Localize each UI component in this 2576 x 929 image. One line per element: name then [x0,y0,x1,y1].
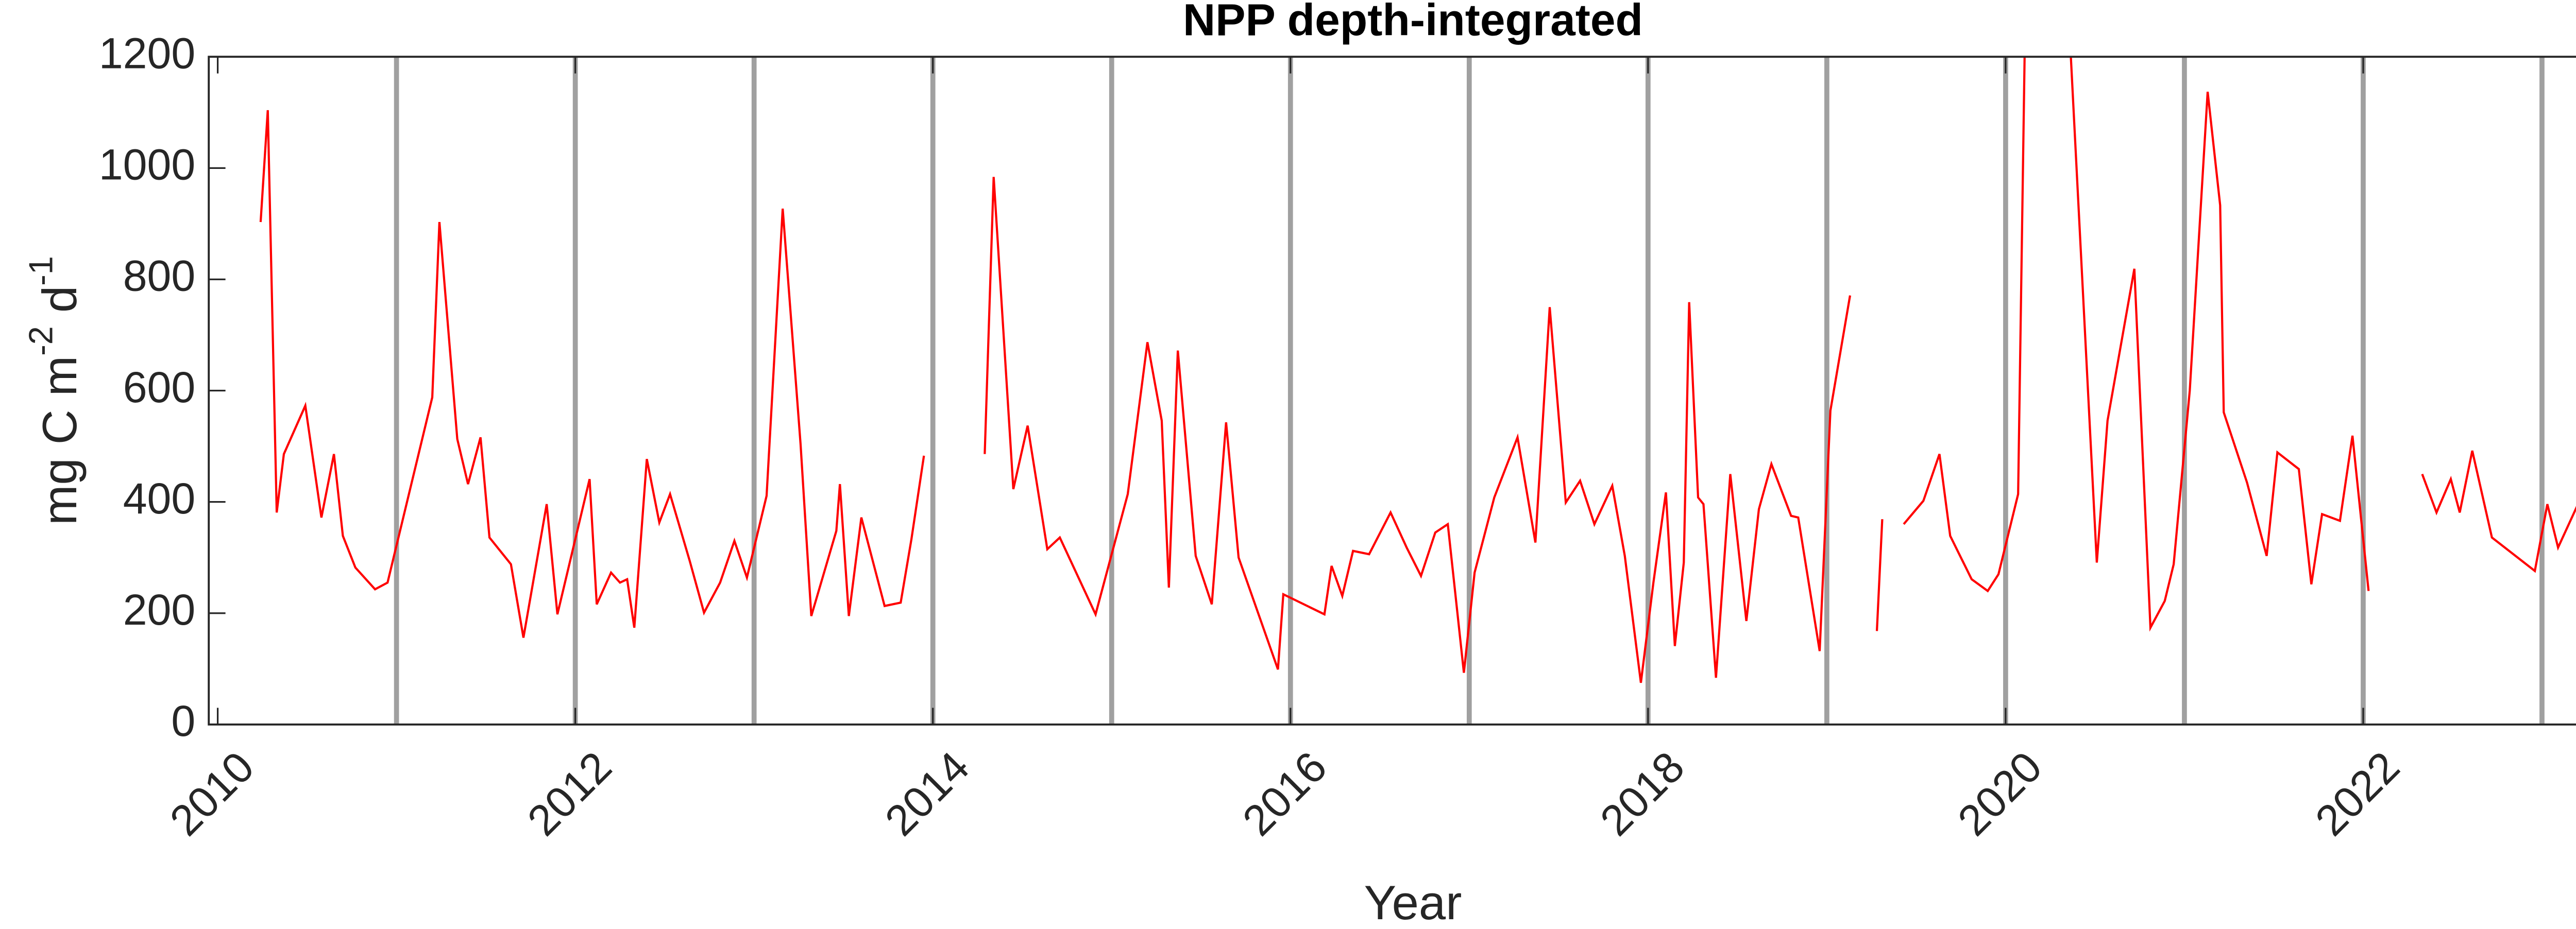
y-tick-label: 600 [123,363,196,411]
y-tick-label: 400 [123,474,196,523]
y-label-sup: -2 [22,326,59,356]
y-label-sup: -1 [22,256,59,286]
x-axis-label: Year [1364,875,1462,929]
y-tick-label: 800 [123,252,196,300]
y-tick-label: 1000 [99,141,195,189]
y-tick-label: 1200 [99,29,195,77]
y-axis-label: mg C m-2 d-1 [22,256,87,525]
plot-frame [208,56,2576,726]
y-label-part: mg C m [32,356,87,525]
chart-title: NPP depth-integrated [1183,0,1643,45]
y-tick-label: 200 [123,586,196,634]
data-line [259,57,2576,683]
y-tick-label: 0 [171,697,195,745]
y-label-part: d [32,286,87,326]
